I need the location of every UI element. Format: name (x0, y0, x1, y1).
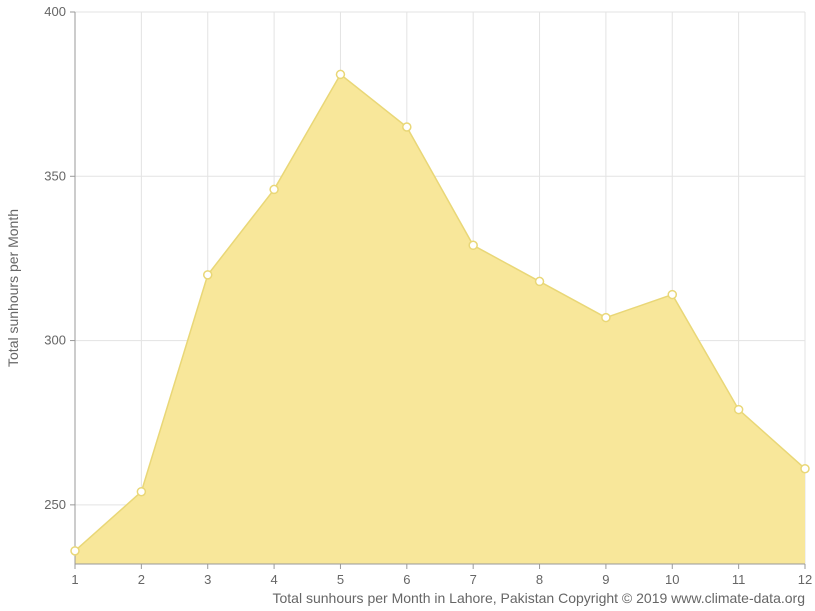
data-point (137, 488, 145, 496)
x-tick-label: 11 (732, 572, 746, 587)
data-point (735, 406, 743, 414)
x-tick-label: 10 (665, 572, 679, 587)
data-point (403, 123, 411, 131)
data-point (668, 291, 676, 299)
x-tick-label: 7 (470, 572, 477, 587)
x-tick-label: 5 (337, 572, 344, 587)
x-tick-label: 6 (403, 572, 410, 587)
data-point (602, 314, 610, 322)
x-tick-label: 2 (138, 572, 145, 587)
x-tick-label: 8 (536, 572, 543, 587)
data-point (536, 277, 544, 285)
chart-caption: Total sunhours per Month in Lahore, Paki… (273, 590, 806, 606)
data-point (204, 271, 212, 279)
x-tick-label: 1 (71, 572, 78, 587)
data-point (71, 547, 79, 555)
y-tick-label: 300 (44, 333, 66, 348)
data-point (801, 465, 809, 473)
x-tick-label: 3 (204, 572, 211, 587)
data-point (270, 185, 278, 193)
x-tick-label: 9 (602, 572, 609, 587)
data-point (336, 70, 344, 78)
x-tick-label: 12 (798, 572, 812, 587)
y-tick-label: 350 (44, 168, 66, 183)
data-point (469, 241, 477, 249)
area-fill (75, 74, 805, 564)
y-axis-title: Total sunhours per Month (5, 209, 21, 367)
sunhours-area-chart: 123456789101112250300350400Total sunhour… (0, 0, 815, 611)
y-tick-label: 400 (44, 4, 66, 19)
y-tick-label: 250 (44, 497, 66, 512)
chart-svg: 123456789101112250300350400Total sunhour… (0, 0, 815, 611)
x-tick-label: 4 (270, 572, 277, 587)
